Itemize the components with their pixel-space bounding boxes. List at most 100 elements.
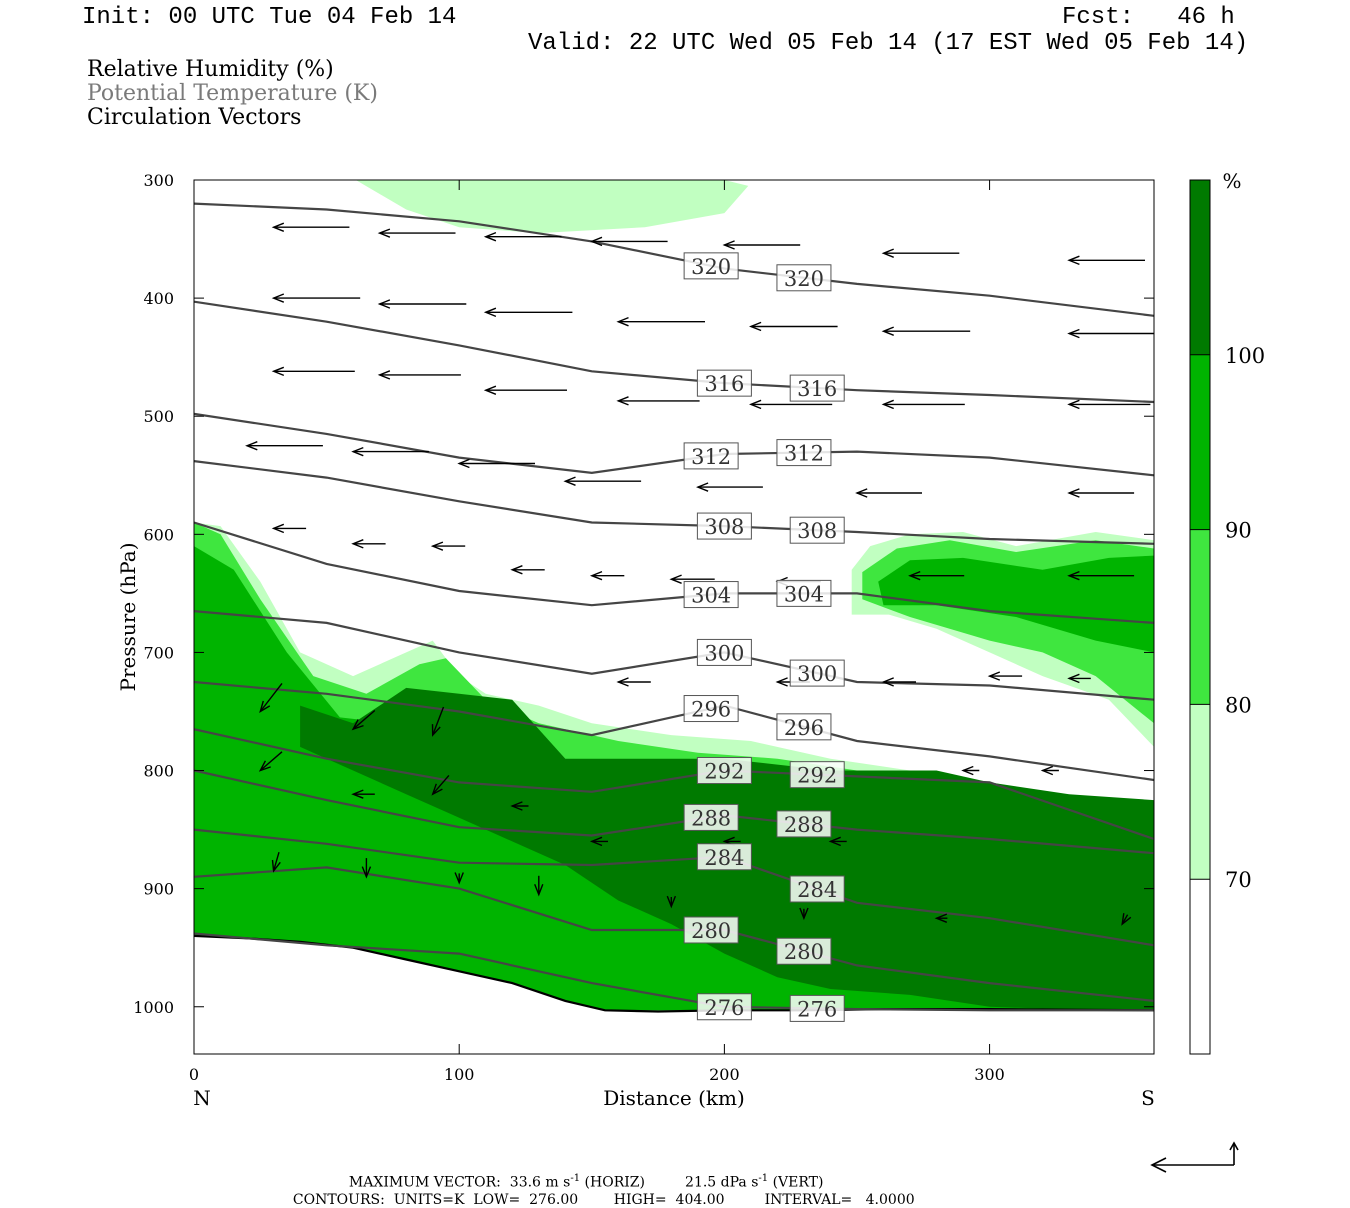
circulation-vector bbox=[258, 751, 283, 772]
theta-label-284-0: 284 bbox=[696, 843, 752, 871]
theta-label-box bbox=[696, 638, 752, 666]
horiz-tag: (HORIZ) bbox=[584, 1174, 645, 1191]
theta-label-box bbox=[683, 252, 739, 280]
theta-label-text: 308 bbox=[704, 515, 744, 539]
vector-head bbox=[483, 385, 497, 395]
vector-head bbox=[775, 677, 788, 687]
theta-label-box bbox=[683, 916, 739, 944]
theta-label-box bbox=[696, 993, 752, 1021]
theta-contour-288 bbox=[194, 769, 1154, 855]
theta-label-box bbox=[776, 713, 832, 741]
colorbar-band-0 bbox=[1190, 180, 1210, 355]
theta-contour-316 bbox=[194, 300, 1154, 404]
theta-label-276-0: 276 bbox=[696, 993, 752, 1021]
vector-head bbox=[271, 523, 285, 534]
circulation-vector bbox=[454, 872, 464, 885]
vector-head bbox=[271, 859, 281, 873]
high-label: HIGH= bbox=[613, 1192, 667, 1208]
theta-label-text: 316 bbox=[704, 372, 744, 396]
circulation-vector bbox=[483, 307, 573, 318]
theta-contour-304 bbox=[194, 521, 1154, 624]
theta-contours bbox=[194, 202, 1154, 1012]
vector-head bbox=[271, 222, 285, 232]
theta-label-text: 284 bbox=[704, 846, 744, 870]
theta-label-text: 308 bbox=[797, 519, 837, 543]
theta-label-316-0: 316 bbox=[696, 369, 752, 397]
theta-label-292-1: 292 bbox=[789, 761, 845, 789]
vector-head bbox=[616, 677, 629, 687]
theta-label-text: 280 bbox=[784, 940, 824, 964]
x-end-label-south: S bbox=[1141, 1086, 1155, 1110]
x-tick-label-0: 0 bbox=[189, 1065, 199, 1084]
theta-contour-284 bbox=[194, 828, 1154, 947]
circulation-vector bbox=[259, 682, 283, 713]
horiz-value: 33.6 m s bbox=[509, 1174, 571, 1191]
theta-label-text: 276 bbox=[797, 997, 837, 1021]
circulation-vector bbox=[616, 677, 651, 687]
circulation-vector bbox=[987, 671, 1023, 681]
vector-shaft bbox=[272, 852, 280, 872]
plot-frame bbox=[193, 179, 1155, 1055]
circulation-vector bbox=[881, 326, 971, 336]
theta-label-288-1: 288 bbox=[776, 810, 832, 838]
circulation-vector bbox=[377, 228, 456, 238]
vector-head bbox=[749, 399, 762, 410]
theta-label-280-1: 280 bbox=[776, 937, 832, 965]
circulation-vector bbox=[881, 677, 916, 687]
vector-head bbox=[749, 321, 762, 332]
circulation-vector bbox=[510, 565, 545, 575]
init-time: Init: 00 UTC Tue 04 Feb 14 bbox=[82, 4, 457, 31]
vector-head bbox=[1067, 255, 1080, 266]
theta-label-box bbox=[696, 843, 752, 871]
high-value: 404.00 bbox=[675, 1192, 725, 1208]
vector-head bbox=[961, 765, 974, 776]
vector-shaft bbox=[259, 682, 283, 712]
circulation-vector bbox=[1067, 399, 1151, 410]
vector-head bbox=[1040, 765, 1054, 776]
theta-label-box bbox=[776, 937, 832, 965]
theta-label-text: 292 bbox=[797, 764, 837, 788]
circulation-vector bbox=[431, 774, 450, 796]
y-axis-label: Pressure (hPa) bbox=[116, 543, 140, 692]
circulation-vector bbox=[377, 370, 461, 380]
theta-label-text: 320 bbox=[691, 255, 731, 279]
circulation-vector bbox=[431, 706, 445, 737]
theta-contour-280 bbox=[194, 866, 1154, 1002]
axes: 300 400 500 600 700 800 900 1000 0 100 200 300 bbox=[133, 171, 1154, 1084]
circulation-vector bbox=[377, 299, 467, 309]
forecast-hour: Fcst: 46 h bbox=[1062, 4, 1235, 31]
vector-head bbox=[510, 801, 523, 811]
x-tick-label-200: 200 bbox=[709, 1065, 740, 1084]
theta-label-320-0: 320 bbox=[683, 252, 739, 280]
vector-head bbox=[799, 907, 809, 921]
theta-label-box bbox=[683, 442, 739, 470]
circulation-vector bbox=[271, 293, 361, 303]
vector-head bbox=[361, 866, 372, 879]
theta-label-box bbox=[789, 374, 845, 402]
vector-head bbox=[616, 396, 629, 406]
theta-label-text: 292 bbox=[704, 760, 744, 784]
theta-contour-312 bbox=[194, 412, 1154, 477]
theta-label-box bbox=[683, 581, 739, 609]
vector-head bbox=[934, 913, 948, 923]
interval-value: 4.0000 bbox=[865, 1192, 915, 1208]
vector-head bbox=[430, 541, 444, 551]
circulation-vector bbox=[589, 836, 608, 847]
circulation-vector bbox=[563, 476, 642, 486]
valid-time: Valid: 22 UTC Wed 05 Feb 14 (17 EST Wed … bbox=[528, 30, 1249, 57]
theta-label-300-0: 300 bbox=[696, 638, 752, 666]
circulation-vector bbox=[589, 570, 625, 581]
theta-label-276-1: 276 bbox=[789, 994, 845, 1022]
theta-label-text: 288 bbox=[784, 813, 824, 837]
vector-head bbox=[616, 316, 629, 327]
vector-head bbox=[351, 446, 364, 457]
vector-head bbox=[1067, 328, 1080, 339]
circulation-vector bbox=[1121, 913, 1132, 926]
vector-head bbox=[563, 476, 576, 486]
theta-label-box bbox=[683, 695, 739, 723]
y-tick-label-400: 400 bbox=[143, 289, 174, 308]
circulation-vector bbox=[1067, 255, 1145, 266]
y-tick-label-500: 500 bbox=[143, 407, 174, 426]
circulation-vector bbox=[616, 396, 700, 406]
colorbar-unit: % bbox=[1222, 169, 1241, 193]
